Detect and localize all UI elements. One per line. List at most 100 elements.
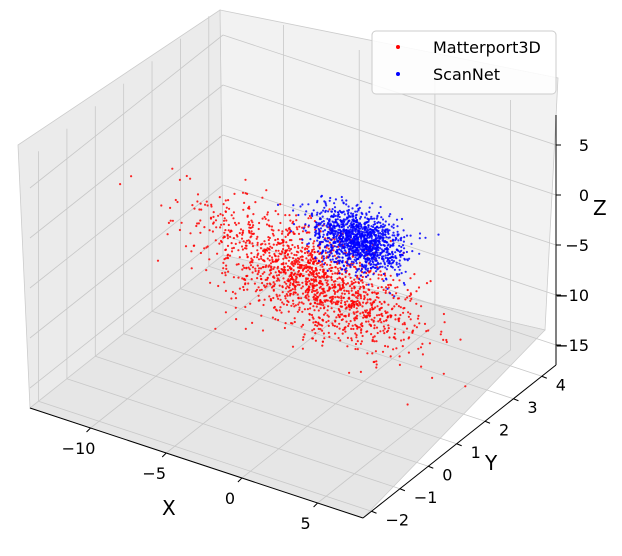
series-0-point [312,278,315,281]
series-0-point [321,344,324,347]
series-1-point [319,227,323,230]
series-0-point [401,345,404,348]
series-0-point [356,276,359,279]
series-0-point [237,249,240,252]
series-0-point [347,324,350,328]
series-0-point [398,279,401,282]
series-0-point [319,328,322,331]
series-0-point [347,314,350,317]
series-0-point [291,299,295,302]
z-tick-label-4: 5 [579,136,589,155]
series-0-point [331,283,334,286]
series-0-point [299,264,303,267]
series-0-point [406,288,409,292]
series-1-point [315,223,318,226]
series-1-point [337,211,340,214]
series-1-point [348,241,352,244]
series-1-point [318,234,321,237]
series-0-point [313,309,316,312]
series-1-point [323,263,326,266]
series-0-point [299,267,302,270]
series-0-point [269,262,273,265]
series-1-point [401,244,405,247]
series-0-point [270,268,273,271]
series-0-point [278,242,281,245]
series-0-point [224,199,227,202]
series-1-point [371,256,374,259]
series-1-point [343,242,346,245]
series-0-point [300,258,303,261]
series-1-point [354,253,357,257]
x-tick-label-0: −10 [62,439,96,458]
series-0-point [298,261,301,264]
series-0-point [296,263,300,266]
series-0-point [185,174,188,178]
series-1-point [335,230,338,233]
series-0-point [314,276,318,279]
series-0-point [222,261,225,264]
series-1-point [306,243,309,246]
series-1-point [375,239,378,242]
series-0-point [310,256,313,259]
series-0-point [262,265,265,269]
series-1-point [392,231,395,234]
series-1-point [375,217,378,220]
series-0-point [298,306,301,309]
series-0-point [407,315,410,318]
series-0-point [248,231,251,234]
series-0-point [341,292,344,295]
series-1-point [381,218,385,221]
series-0-point [338,322,341,325]
series-0-point [274,271,277,274]
series-1-point [398,244,401,247]
series-0-point [308,214,311,218]
series-0-point [337,307,340,311]
series-0-point [343,292,346,295]
series-0-point [394,314,397,317]
series-0-point [364,315,367,318]
series-0-point [367,311,370,314]
series-0-point [313,328,316,331]
series-0-point [294,275,297,278]
series-1-point [366,234,369,237]
series-1-point [352,222,355,225]
series-1-point [327,210,330,213]
series-0-point [331,272,334,275]
series-1-point [331,230,334,233]
series-1-point [352,215,355,218]
series-0-point [389,274,392,277]
series-0-point [421,342,424,345]
series-0-point [196,200,199,203]
series-0-point [445,340,448,344]
series-1-point [322,230,325,233]
series-0-point [307,217,310,220]
series-0-point [197,222,200,225]
series-1-point [309,238,312,241]
series-1-point [366,228,369,231]
series-0-point [204,203,207,206]
series-1-point [383,263,386,266]
series-0-point [304,247,307,250]
series-0-point [389,314,392,317]
series-0-point [281,251,284,254]
series-0-point [381,278,384,281]
series-0-point [292,278,295,281]
series-0-point [356,303,359,306]
series-0-point [341,273,344,276]
series-0-point [395,347,398,350]
series-1-point [369,245,372,248]
series-0-point [394,286,397,289]
series-0-point [402,338,405,341]
series-0-point [310,313,314,317]
series-1-point [372,223,375,226]
series-0-point [205,200,208,203]
series-0-point [392,336,395,339]
series-1-point [292,204,295,207]
series-1-point [406,258,409,261]
series-0-point [238,241,241,244]
series-0-point [264,217,267,220]
series-0-point [328,335,331,338]
series-0-point [225,219,228,222]
series-0-point [266,211,269,214]
